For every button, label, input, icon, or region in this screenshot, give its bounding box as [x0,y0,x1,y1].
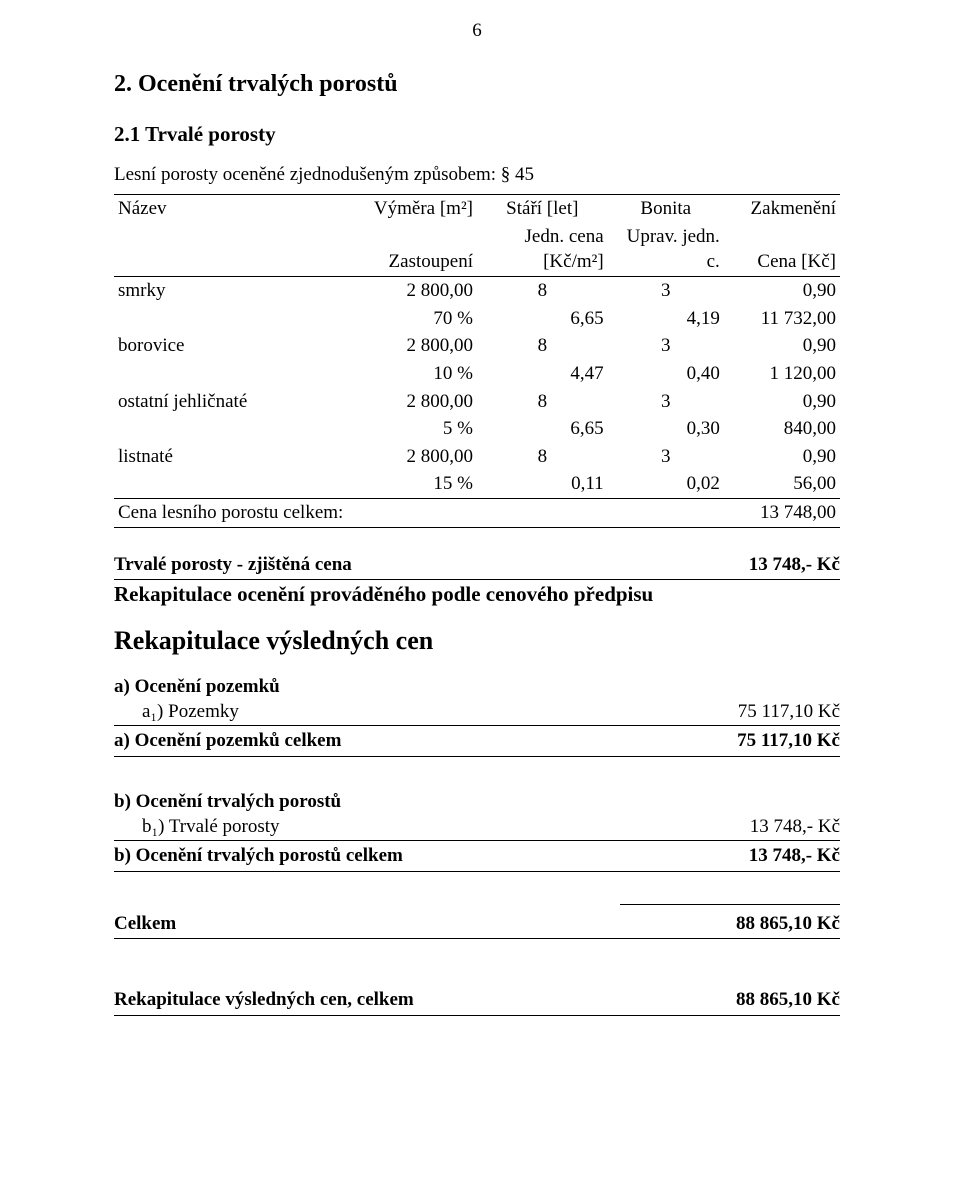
table-row: 15 %0,110,0256,00 [114,470,840,498]
page-number: 6 [114,18,840,44]
block-a-item: a₁) Pozemky 75 117,10 Kč [114,699,840,725]
table-row: 5 %6,650,30840,00 [114,415,840,443]
block-a-item-label: a₁) Pozemky [114,699,239,725]
table-row: smrky2 800,00830,90 [114,276,840,304]
block-b-item-label: b₁) Trvalé porosty [114,814,280,840]
zjistena-value: 13 748,- Kč [749,552,840,578]
zjistena-label: Trvalé porosty - zjištěná cena [114,552,352,578]
final-label: Rekapitulace výsledných cen, celkem [114,987,414,1013]
intro-line: Lesní porosty oceněné zjednodušeným způs… [114,162,840,188]
block-a-heading: a) Ocenění pozemků [114,674,840,700]
block-b-item-value: 13 748,- Kč [750,814,840,840]
table-row: listnaté2 800,00830,90 [114,443,840,471]
rekap-vysled-title: Rekapitulace výsledných cen [114,623,840,658]
table-row: ostatní jehličnaté2 800,00830,90 [114,388,840,416]
section-title: 2. Ocenění trvalých porostů [114,68,840,100]
celkem-rule [620,904,840,905]
block-a-sum-label: a) Ocenění pozemků celkem [114,728,341,754]
table-row: 10 %4,470,401 120,00 [114,360,840,388]
celkem-row: Celkem 88 865,10 Kč [114,911,840,940]
table-header-row-2: ZastoupeníJedn. cena [Kč/m²]Uprav. jedn.… [114,223,840,277]
table-row: 70 %6,654,1911 732,00 [114,305,840,333]
block-b-sum-value: 13 748,- Kč [749,843,840,869]
table-header-row-1: NázevVýměra [m²]Stáří [let]BonitaZakmeně… [114,195,840,223]
zjistena-row: Trvalé porosty - zjištěná cena 13 748,- … [114,552,840,581]
block-a-sum: a) Ocenění pozemků celkem 75 117,10 Kč [114,725,840,757]
subsection-title: 2.1 Trvalé porosty [114,120,840,148]
final-value: 88 865,10 Kč [736,987,840,1013]
block-a-item-value: 75 117,10 Kč [738,699,840,725]
table-total-row: Cena lesního porostu celkem:13 748,00 [114,499,840,528]
block-b-sum-label: b) Ocenění trvalých porostů celkem [114,843,403,869]
block-b-heading: b) Ocenění trvalých porostů [114,789,840,815]
block-b-item: b₁) Trvalé porosty 13 748,- Kč [114,814,840,840]
final-row: Rekapitulace výsledných cen, celkem 88 8… [114,987,840,1016]
celkem-label: Celkem [114,911,176,937]
rekap-title: Rekapitulace ocenění prováděného podle c… [114,580,840,608]
celkem-value: 88 865,10 Kč [736,911,840,937]
block-a-sum-value: 75 117,10 Kč [737,728,840,754]
species-table: NázevVýměra [m²]Stáří [let]BonitaZakmeně… [114,194,840,528]
block-b-sum: b) Ocenění trvalých porostů celkem 13 74… [114,840,840,872]
table-row: borovice2 800,00830,90 [114,332,840,360]
